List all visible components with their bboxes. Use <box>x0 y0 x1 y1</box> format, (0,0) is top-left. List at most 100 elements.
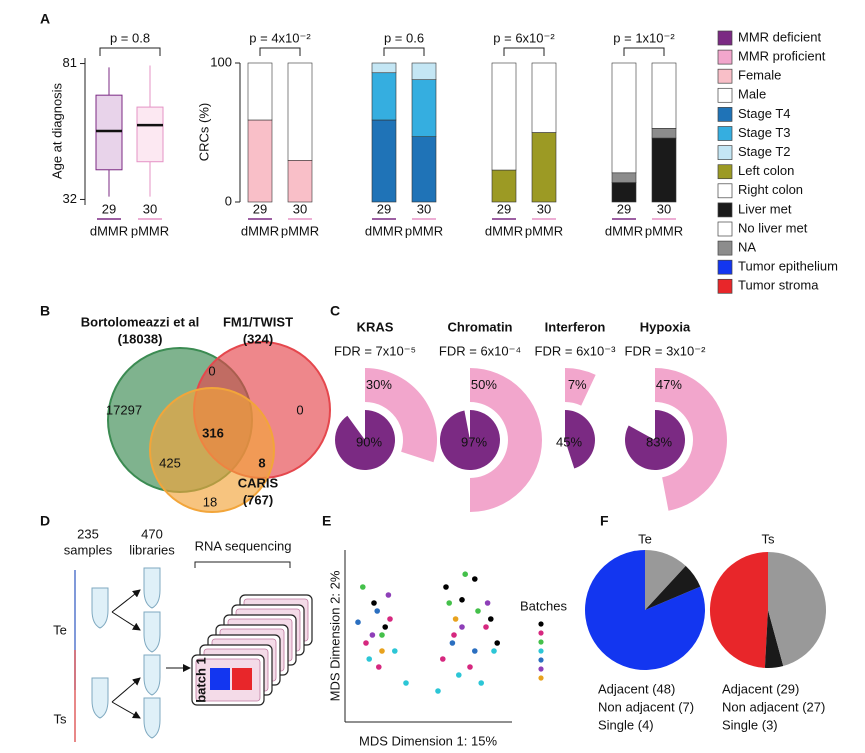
legend-label: MMR deficient <box>738 29 821 44</box>
samples-count: 235 <box>77 526 99 541</box>
te-well <box>210 668 230 690</box>
fdr: FDR = 6x10⁻³ <box>535 343 617 358</box>
group-name: pMMR <box>525 223 563 238</box>
group-name: pMMR <box>405 223 443 238</box>
batch-stack <box>191 594 313 706</box>
point <box>467 664 473 670</box>
point <box>494 640 501 646</box>
y-tick-label: 32 <box>63 191 77 206</box>
set-name: Bortolomeazzi et al <box>81 314 199 329</box>
y-tick-label: 100 <box>210 54 232 69</box>
legend-title: Batches <box>520 598 567 613</box>
legend-swatch <box>717 30 733 46</box>
legend-label: Stage T4 <box>738 106 791 121</box>
point <box>403 680 409 686</box>
set-name: CARIS <box>238 475 279 490</box>
pie-label: Non adjacent (27) <box>722 699 825 714</box>
point <box>451 632 457 638</box>
design-diagram <box>74 561 313 742</box>
bar-segment <box>411 79 437 137</box>
pie-label: Adjacent (48) <box>598 681 675 696</box>
outer-label: 47% <box>656 377 682 392</box>
legend-label: Stage T3 <box>738 125 791 140</box>
legend-swatch <box>717 49 733 65</box>
bracket <box>99 47 161 56</box>
group-name: pMMR <box>281 223 319 238</box>
group-n: 29 <box>253 201 267 216</box>
panel-label: C <box>330 303 340 319</box>
y-axis-label: CRCs (%) <box>196 103 211 162</box>
group-n: 30 <box>537 201 551 216</box>
point <box>363 640 369 646</box>
region-count: 316 <box>202 425 224 440</box>
region-count: 18 <box>203 494 217 509</box>
legend-label: Left colon <box>738 163 794 178</box>
inner-label: 97% <box>461 434 487 449</box>
libraries-label: libraries <box>129 542 175 557</box>
point <box>472 648 478 654</box>
legend-swatch <box>717 202 733 218</box>
arrow <box>111 589 141 613</box>
legend-label: Tumor stroma <box>738 278 819 293</box>
legend-swatch <box>717 259 733 275</box>
point <box>382 624 389 630</box>
tube <box>143 611 161 653</box>
pie-label: Adjacent (29) <box>722 681 799 696</box>
bar-segment <box>611 62 637 174</box>
bar-segment <box>531 132 557 203</box>
ts-well <box>232 668 252 690</box>
p-value: p = 6x10⁻² <box>493 30 555 45</box>
tube <box>143 697 161 739</box>
point <box>379 648 385 654</box>
group-name: pMMR <box>131 223 169 238</box>
point <box>355 619 361 625</box>
y-axis-label: Age at diagnosis <box>49 82 64 179</box>
point <box>379 632 385 638</box>
bar-segment <box>411 62 437 80</box>
legend-label: Tumor epithelium <box>738 259 838 274</box>
bar-segment <box>651 128 677 139</box>
samples-label: samples <box>64 542 113 557</box>
fdr: FDR = 6x10⁻⁴ <box>439 343 521 358</box>
point <box>446 600 453 606</box>
group-name: dMMR <box>485 223 523 238</box>
legend-label: Right colon <box>738 182 803 197</box>
point <box>369 632 376 638</box>
legend-swatch <box>717 164 733 180</box>
y-axis-label: MDS Dimension 2: 2% <box>327 570 342 701</box>
legend-swatch <box>717 68 733 84</box>
point <box>462 571 469 577</box>
legend-swatch <box>717 240 733 256</box>
bar-segment <box>491 169 517 203</box>
point <box>459 597 465 603</box>
bracket <box>194 561 291 568</box>
arrow <box>111 701 141 719</box>
legend-label: Stage T2 <box>738 144 791 159</box>
point <box>456 672 462 678</box>
bar-segment <box>411 136 437 203</box>
arrow <box>111 677 141 703</box>
outer-ring <box>365 367 438 463</box>
pie-title: Te <box>638 531 652 546</box>
set-name: FM1/TWIST <box>223 314 293 329</box>
inner-pie <box>565 410 595 469</box>
outer-ring <box>565 368 596 406</box>
legend-dot <box>538 666 544 672</box>
panel-label: A <box>40 11 50 27</box>
pie-slice <box>764 610 784 669</box>
pathway-name: KRAS <box>357 319 394 334</box>
point <box>475 608 481 614</box>
legend-swatch <box>717 221 733 237</box>
point <box>371 600 377 606</box>
fdr: FDR = 3x10⁻² <box>625 343 707 358</box>
pie-slice <box>709 552 768 668</box>
pie-label: Single (3) <box>722 717 778 732</box>
panel-label: F <box>600 513 609 529</box>
x-axis-label: MDS Dimension 1: 15% <box>359 733 497 748</box>
legend-dot <box>538 657 544 663</box>
pie-label: Non adjacent (7) <box>598 699 694 714</box>
tube <box>91 677 109 719</box>
tube <box>91 587 109 629</box>
inner-label: 90% <box>356 434 382 449</box>
